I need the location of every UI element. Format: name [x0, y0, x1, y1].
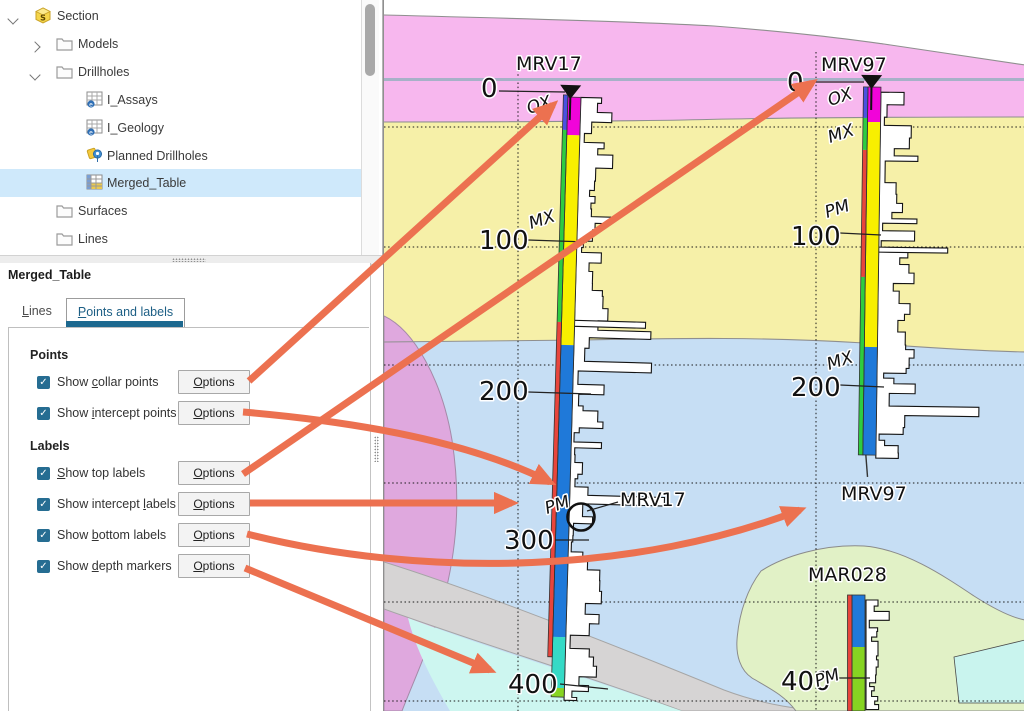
geology-cyan-region	[408, 618, 682, 711]
tab-lines[interactable]: Lines	[22, 304, 52, 318]
folder-icon	[56, 36, 73, 54]
checkbox-label: Show intercept labels	[57, 497, 176, 511]
tree-item-label: Section	[57, 9, 99, 23]
checkbox-label: Show depth markers	[57, 559, 172, 573]
depth-label: 100	[479, 226, 529, 256]
depth-label: 300	[504, 526, 554, 556]
depth-label: 0	[481, 74, 498, 104]
hole-intercept-label-mrv17: MRV17	[620, 489, 686, 511]
show-depth-markers-row: ✓ Show depth markers	[37, 559, 172, 573]
bottom-labels-options-button[interactable]: Options	[178, 523, 250, 547]
depth-markers-options-button[interactable]: Options	[178, 554, 250, 578]
scene-cube-icon: S	[34, 7, 52, 28]
folder-icon	[56, 64, 73, 82]
collar-points-options-button[interactable]: Options	[178, 370, 250, 394]
drillhole-mar028	[847, 594, 890, 711]
intercept-labels-options-button[interactable]: Options	[178, 492, 250, 516]
tree-item-planned-drillholes[interactable]: Planned Drillholes	[0, 142, 362, 170]
tree-item-label: Lines	[78, 232, 108, 246]
tree-item-label: Drillholes	[78, 65, 130, 79]
merged-table-icon	[86, 174, 103, 194]
show-bottom-labels-row: ✓ Show bottom labels	[37, 528, 166, 542]
tree-item-label: I_Assays	[107, 93, 158, 107]
tree-item-label: Merged_Table	[107, 176, 187, 190]
tree-item-i-geology[interactable]: e I_Geology	[0, 114, 362, 142]
geological-section: 0 100 200 300 400 0 100 200 400 OX MX PM…	[384, 14, 1024, 711]
tree-item-merged-table-selected[interactable]: Merged_Table	[0, 169, 362, 197]
svg-text:e: e	[89, 101, 93, 108]
vertical-splitter-grip[interactable]	[374, 436, 379, 462]
tree-item-label: I_Geology	[107, 121, 164, 135]
show-top-labels-row: ✓ Show top labels	[37, 466, 145, 480]
hole-top-label-mar028: MAR028	[808, 564, 887, 586]
tree-item-lines[interactable]: Lines	[0, 225, 362, 253]
depth-label: 200	[479, 377, 529, 407]
show-collar-points-checkbox[interactable]: ✓	[37, 375, 50, 389]
assay-log-mar028	[865, 599, 890, 711]
active-tab-underline	[66, 321, 183, 327]
assay-spike	[878, 246, 949, 254]
shape-properties-panel: Merged_Table Lines Points and labels Poi…	[0, 263, 371, 711]
pink-top-boundary	[384, 14, 1024, 66]
splitter-grip-icon	[172, 258, 206, 262]
show-bottom-labels-checkbox[interactable]: ✓	[37, 528, 50, 542]
tree-item-surfaces[interactable]: Surfaces	[0, 197, 362, 225]
tree-item-label: Models	[78, 37, 119, 51]
hole-top-label-mrv97: MRV97	[821, 54, 887, 76]
data-table-icon: e	[86, 119, 103, 139]
geology-green-blob	[736, 545, 1024, 711]
chevron-down-icon[interactable]	[29, 68, 41, 82]
depth-label: 400	[508, 670, 558, 700]
folder-icon	[56, 231, 73, 249]
svg-text:S: S	[40, 14, 46, 23]
points-heading: Points	[30, 348, 69, 362]
assay-log-mrv97	[875, 91, 980, 459]
show-intercept-points-checkbox[interactable]: ✓	[37, 406, 50, 420]
tree-item-drillholes[interactable]: Drillholes	[0, 58, 362, 86]
show-intercept-labels-checkbox[interactable]: ✓	[37, 497, 50, 511]
geology-pink-band	[384, 15, 1024, 122]
tree-scrollbar[interactable]	[361, 0, 379, 255]
checkbox-label: Show collar points	[57, 375, 159, 389]
data-table-icon: e	[86, 91, 103, 111]
tree-item-label: Surfaces	[78, 204, 128, 218]
checkbox-label: Show top labels	[57, 466, 146, 480]
planned-drillholes-pin-icon	[86, 146, 103, 167]
chevron-down-icon[interactable]	[7, 12, 19, 26]
panel-title: Merged_Table	[8, 268, 92, 282]
svg-text:e: e	[89, 129, 93, 136]
chevron-right-icon[interactable]	[29, 40, 41, 54]
checkbox-label: Show intercept points	[57, 406, 177, 420]
depth-label: 400	[781, 667, 831, 697]
collar-marker-mrv97[interactable]	[861, 74, 883, 90]
show-top-labels-checkbox[interactable]: ✓	[37, 466, 50, 480]
project-tree-panel: S Section Models Drillholes e I_Assays	[0, 0, 383, 255]
tree-scrollbar-thumb[interactable]	[365, 4, 375, 76]
intercept-points-options-button[interactable]: Options	[178, 401, 250, 425]
depth-label: 100	[791, 222, 841, 252]
show-depth-markers-checkbox[interactable]: ✓	[37, 559, 50, 573]
depth-label: 0	[787, 68, 804, 98]
tree-item-models[interactable]: Models	[0, 30, 362, 58]
tree-item-label: Planned Drillholes	[107, 149, 208, 163]
tree-item-i-assays[interactable]: e I_Assays	[0, 86, 362, 114]
top-labels-options-button[interactable]: Options	[178, 461, 250, 485]
tree-item-section[interactable]: S Section	[0, 2, 362, 30]
assay-spike	[573, 319, 647, 329]
checkbox-label: Show bottom labels	[57, 528, 167, 542]
hole-top-label-mrv17: MRV17	[516, 53, 582, 75]
section-scene-view[interactable]: 0 100 200 300 400 0 100 200 400 OX MX PM…	[383, 0, 1024, 711]
folder-icon	[56, 203, 73, 221]
labels-heading: Labels	[30, 439, 70, 453]
show-intercept-points-row: ✓ Show intercept points	[37, 406, 177, 420]
depth-label: 200	[791, 373, 841, 403]
tab-content-frame	[8, 327, 369, 711]
hole-bottom-label-mrv97: MRV97	[841, 483, 907, 505]
drillhole-mrv97	[857, 74, 980, 478]
show-intercept-labels-row: ✓ Show intercept labels	[37, 497, 176, 511]
geology-cyan-corner	[953, 639, 1024, 704]
show-collar-points-row: ✓ Show collar points	[37, 375, 158, 389]
